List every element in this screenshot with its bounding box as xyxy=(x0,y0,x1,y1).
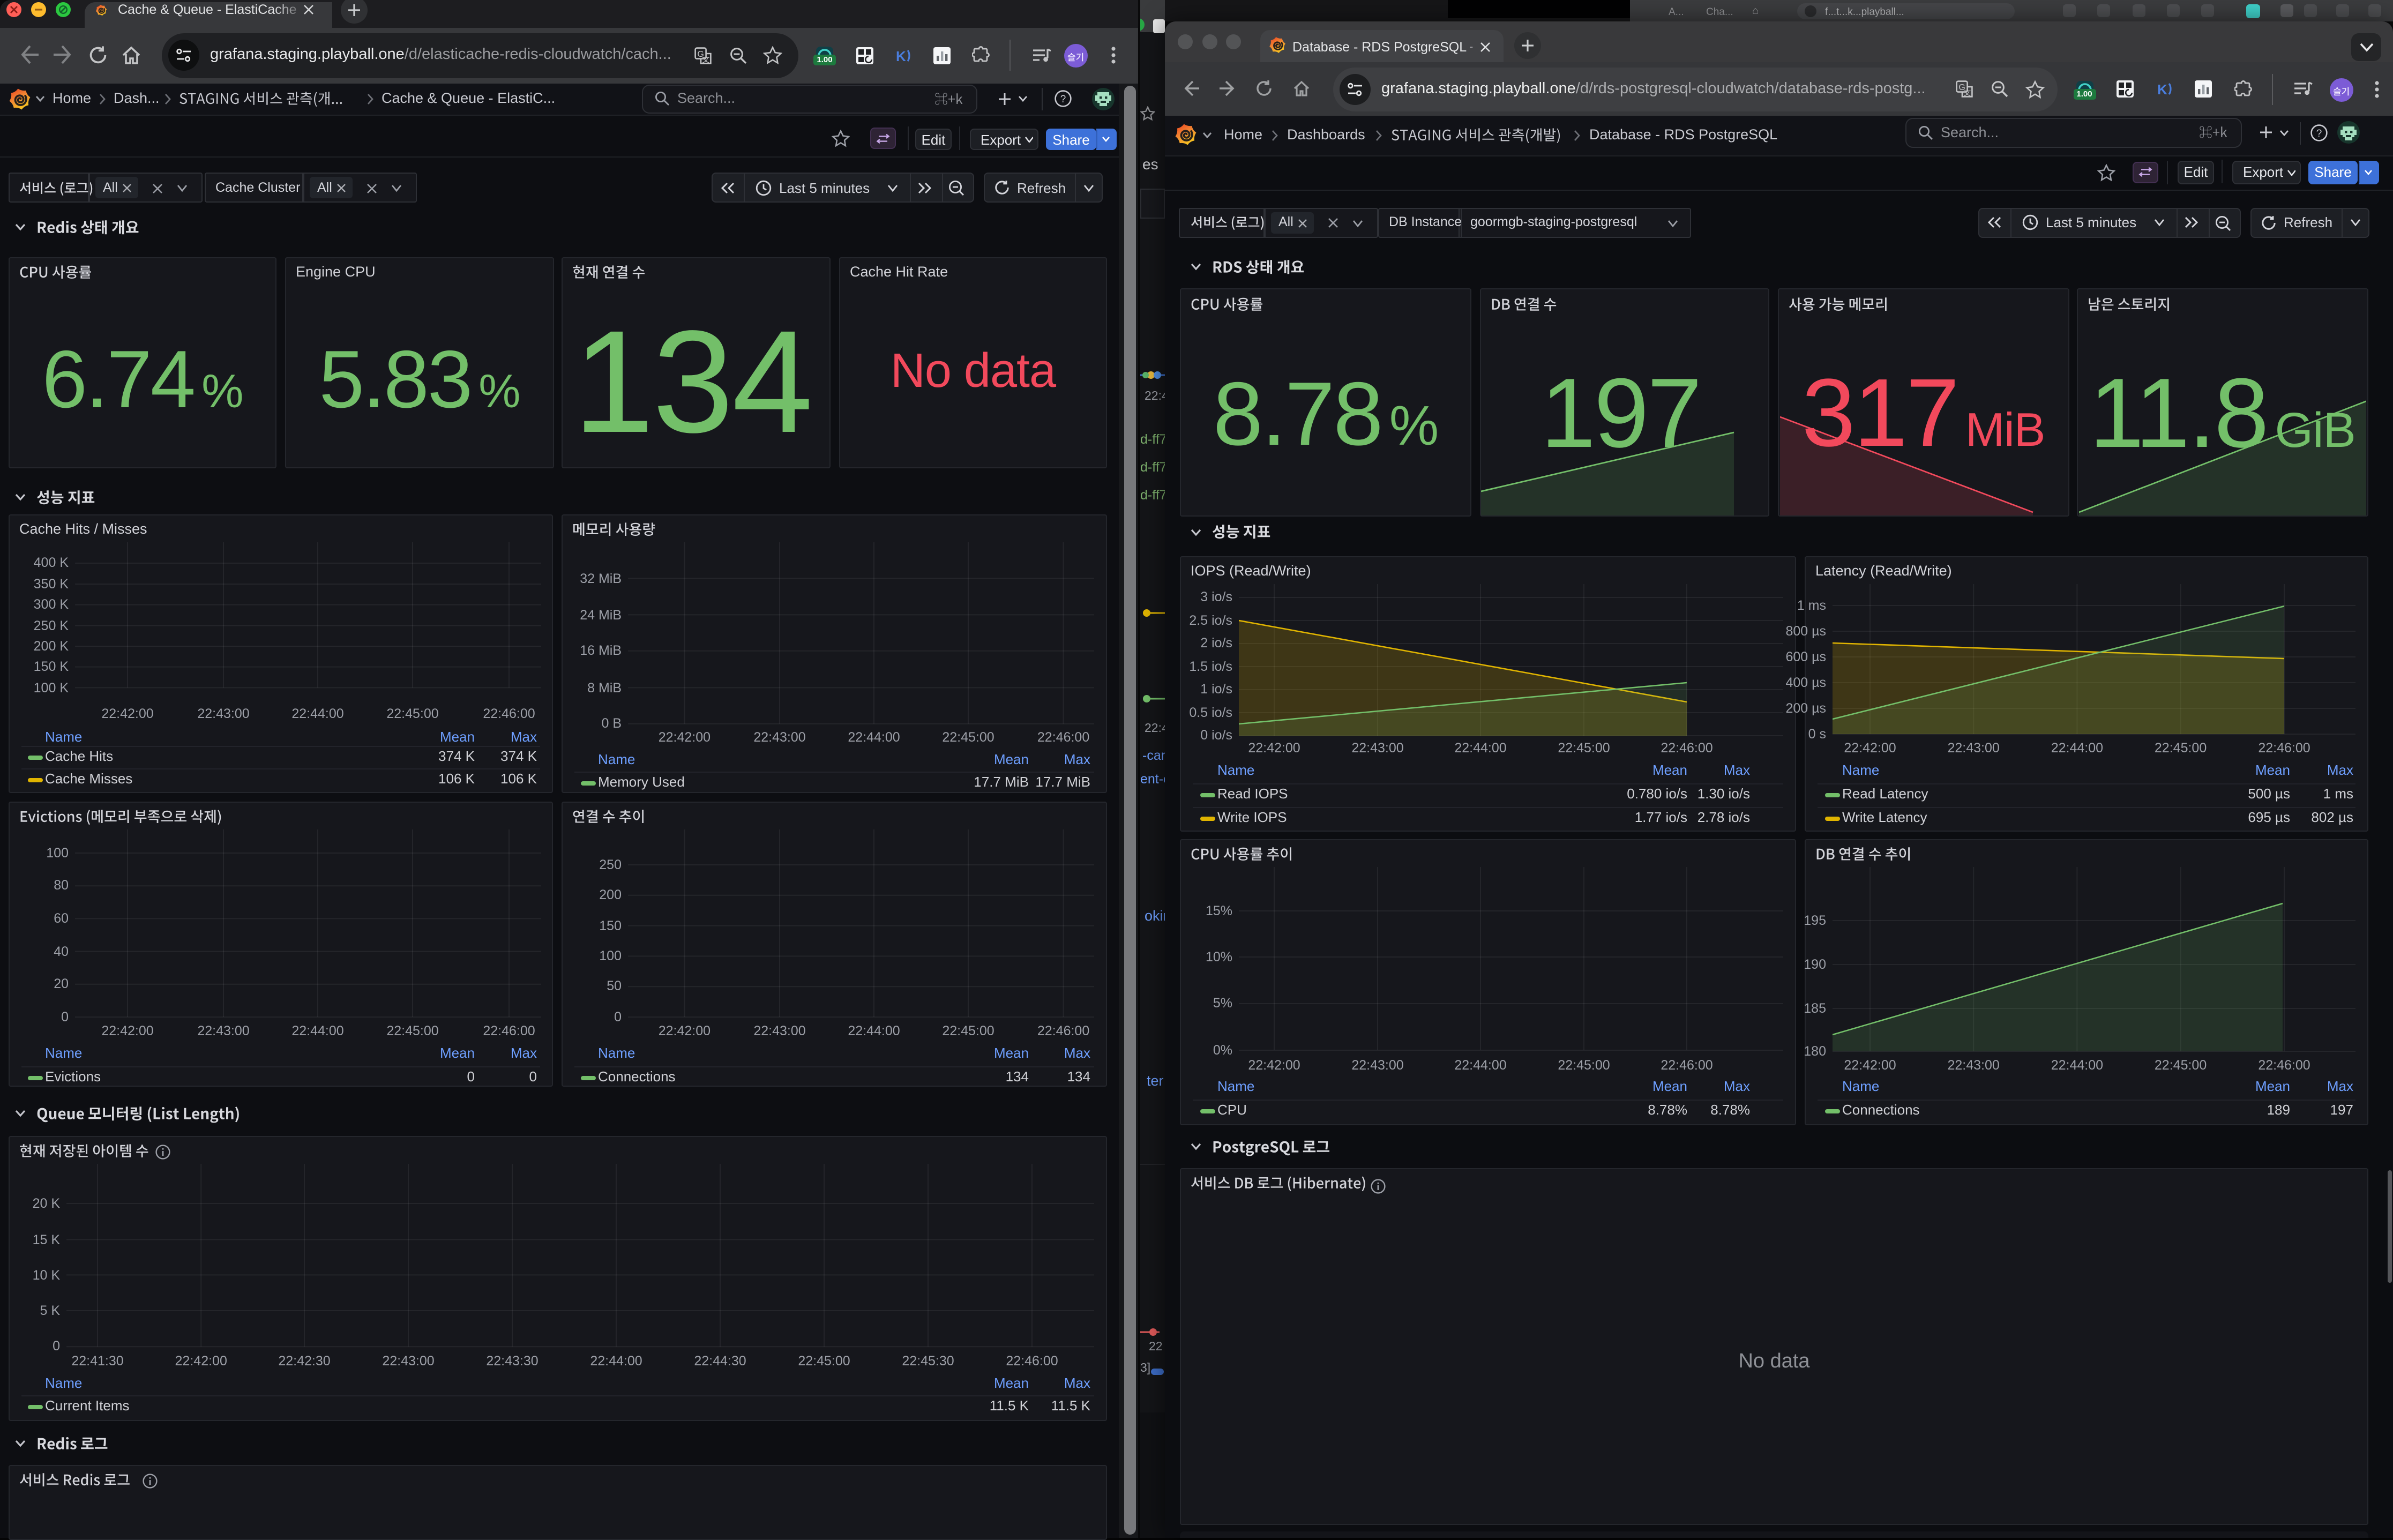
svg-text:K: K xyxy=(2157,81,2167,98)
svg-text:G: G xyxy=(697,49,704,58)
svg-text:?: ? xyxy=(2316,128,2322,139)
svg-text:文: 文 xyxy=(702,55,709,63)
svg-text:K: K xyxy=(896,48,906,64)
svg-text:?: ? xyxy=(1060,94,1066,105)
svg-text:G: G xyxy=(1958,83,1965,92)
svg-text:文: 文 xyxy=(1963,88,1971,97)
